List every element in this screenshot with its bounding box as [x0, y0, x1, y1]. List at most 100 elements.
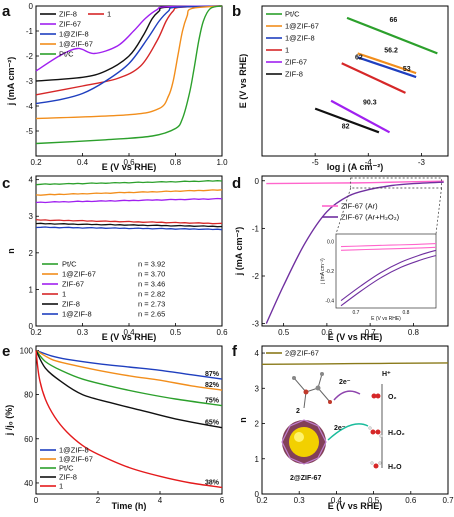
f-legend-label: 2@ZIF-67	[285, 349, 319, 358]
a-xtick-label: 0.4	[77, 158, 89, 167]
d-zoom-leader	[335, 187, 352, 235]
e-retention-label: 65%	[205, 420, 220, 427]
ylabel-c: n	[6, 248, 16, 254]
plot-area-c: 0.2 0.3 0.4 0.5 0.6 0 1 2 3 4 Pt/C n = 3.92 1@ZIF-67…	[29, 176, 229, 337]
c-series-line	[35, 218, 223, 225]
b-xtick-label: -4	[365, 158, 373, 167]
molecule-2-icon	[292, 372, 332, 409]
a-legend-label: ZIF-8	[59, 10, 77, 19]
xlabel-a: E (V vs RHE)	[102, 162, 157, 172]
panel-b: b -5 -4 -3 Pt/C 1@ZIF-67 1@ZIF-8 1 ZIF-67 ZIF-8 6…	[232, 3, 449, 172]
d-inset-line	[340, 254, 437, 307]
b-series-line	[314, 107, 380, 134]
electron-label-1: 2e⁻	[339, 379, 351, 386]
e-ytick-label: 80	[24, 391, 33, 400]
a-ytick-label: 0	[29, 2, 34, 11]
c-xtick-label: 0.2	[30, 328, 42, 337]
a-series-line	[35, 5, 223, 82]
d-legend-label: ZIF-67 (Ar)	[341, 202, 378, 211]
d-inset-xlabel: E (V vs RHE)	[371, 316, 401, 322]
c-ytick-label: 3	[29, 212, 34, 221]
ylabel-f: n	[238, 417, 248, 423]
d-xtick-label: 0.8	[408, 328, 420, 337]
b-legend-label: ZIF-67	[285, 58, 307, 67]
c-series-line	[35, 197, 223, 204]
b-xtick-label: -3	[418, 158, 426, 167]
e-retention-label: 38%	[205, 479, 220, 486]
a-ytick-label: -5	[26, 127, 34, 136]
a-xtick-label: 1.0	[216, 158, 228, 167]
panel-e: e 0 2 4 6 40 60 80 100 87% 82% 75% 65% 38% 1@ZIF-81@Z…	[2, 343, 225, 511]
c-ytick-label: 2	[29, 249, 34, 258]
c-legend-label: ZIF-8	[62, 300, 80, 309]
c-legend-value: n = 2.73	[138, 300, 165, 309]
d-series-line	[266, 180, 444, 185]
panel-a: a 0.2 0.4 0.6 0.8 1.0 0 -1 -2 -3 -4 -5 ZIF-8 1 ZIF-67…	[2, 2, 228, 172]
b-legend-label: ZIF-8	[285, 70, 303, 79]
e-series-line	[35, 349, 223, 380]
e-series-line	[35, 349, 223, 391]
e-ytick-label: 100	[20, 346, 34, 355]
b-series-line	[346, 16, 438, 55]
h2o2-label: H₂O₂	[388, 430, 405, 437]
e-xtick-label: 6	[220, 496, 225, 505]
f-series-line	[261, 362, 449, 365]
f-ytick-label: 4	[255, 349, 260, 358]
d-xtick-label: 0.5	[278, 328, 290, 337]
b-legend-label: 1	[285, 46, 289, 55]
e-legend-label: 1	[59, 482, 63, 491]
b-legend-label: 1@ZIF-67	[285, 22, 319, 31]
d-ytick-label: -3	[252, 320, 260, 329]
e-retention-label: 75%	[205, 398, 220, 405]
e-series-line	[35, 349, 223, 407]
compound-label: 2	[296, 408, 300, 415]
d-xtick-label: 0.6	[321, 328, 333, 337]
xlabel-e: Time (h)	[112, 501, 147, 511]
a-ytick-label: -3	[26, 77, 34, 86]
a-legend-label: 1@ZIF-67	[59, 40, 93, 49]
c-ytick-label: 4	[29, 176, 34, 185]
b-series-line	[341, 62, 406, 94]
electron-label-2: 2e⁻	[334, 425, 346, 432]
a-xtick-label: 0.6	[123, 158, 135, 167]
panel-label-f: f	[232, 343, 238, 360]
a-xtick-label: 0.8	[170, 158, 182, 167]
e-series-line	[35, 350, 223, 429]
d-inset-line	[340, 246, 437, 251]
d-xtick-label: 0.7	[365, 328, 377, 337]
c-xtick-label: 0.4	[123, 328, 135, 337]
panel-f: f 0.2 0.3 0.4 0.5 0.6 0.7 0 1 2 3 4 2@ZIF-67 E (V v…	[232, 343, 454, 511]
e-xtick-label: 4	[158, 496, 163, 505]
b-series-line	[330, 99, 391, 134]
d-ytick-label: -1	[252, 224, 260, 233]
plot-frame-d	[261, 175, 449, 327]
ylabel-e: j /j₀ (%)	[4, 405, 14, 437]
e-ytick-label: 60	[24, 435, 33, 444]
e-ytick-label: 40	[24, 479, 33, 488]
xlabel-c: E (V vs RHE)	[102, 332, 157, 342]
d-ytick-label: 0	[255, 177, 260, 186]
c-legend-label: 1@ZIF-67	[62, 270, 96, 279]
b-legend-label: 1@ZIF-8	[285, 34, 315, 43]
c-legend-label: Pt/C	[62, 260, 77, 269]
panel-label-a: a	[2, 3, 11, 20]
ylabel-a: j (mA cm⁻²)	[6, 57, 16, 106]
d-zoom-leader	[435, 187, 442, 235]
d-ytick-label: -2	[252, 272, 260, 281]
b-legend-label: Pt/C	[285, 10, 300, 19]
c-legend-label: ZIF-67	[62, 280, 84, 289]
c-legend-value: n = 2.82	[138, 290, 165, 299]
e-xtick-label: 0	[34, 496, 39, 505]
reaction-scheme: 2 2@ZIF-67 2e⁻ 2e⁻ H⁺ O₂ H₂O₂	[281, 371, 405, 482]
b-slope-annotation: 90.3	[363, 100, 377, 107]
c-legend-value: n = 2.65	[138, 310, 165, 319]
f-xtick-label: 0.7	[442, 496, 454, 505]
a-series-line	[35, 5, 223, 145]
e-retention-label: 82%	[205, 382, 220, 389]
c-xtick-label: 0.3	[77, 328, 89, 337]
xlabel-b: log j (A cm⁻²)	[327, 162, 383, 172]
f-xtick-label: 0.4	[331, 496, 343, 505]
a-ytick-label: -2	[26, 52, 34, 61]
a-legend-label: ZIF-67	[59, 20, 81, 29]
